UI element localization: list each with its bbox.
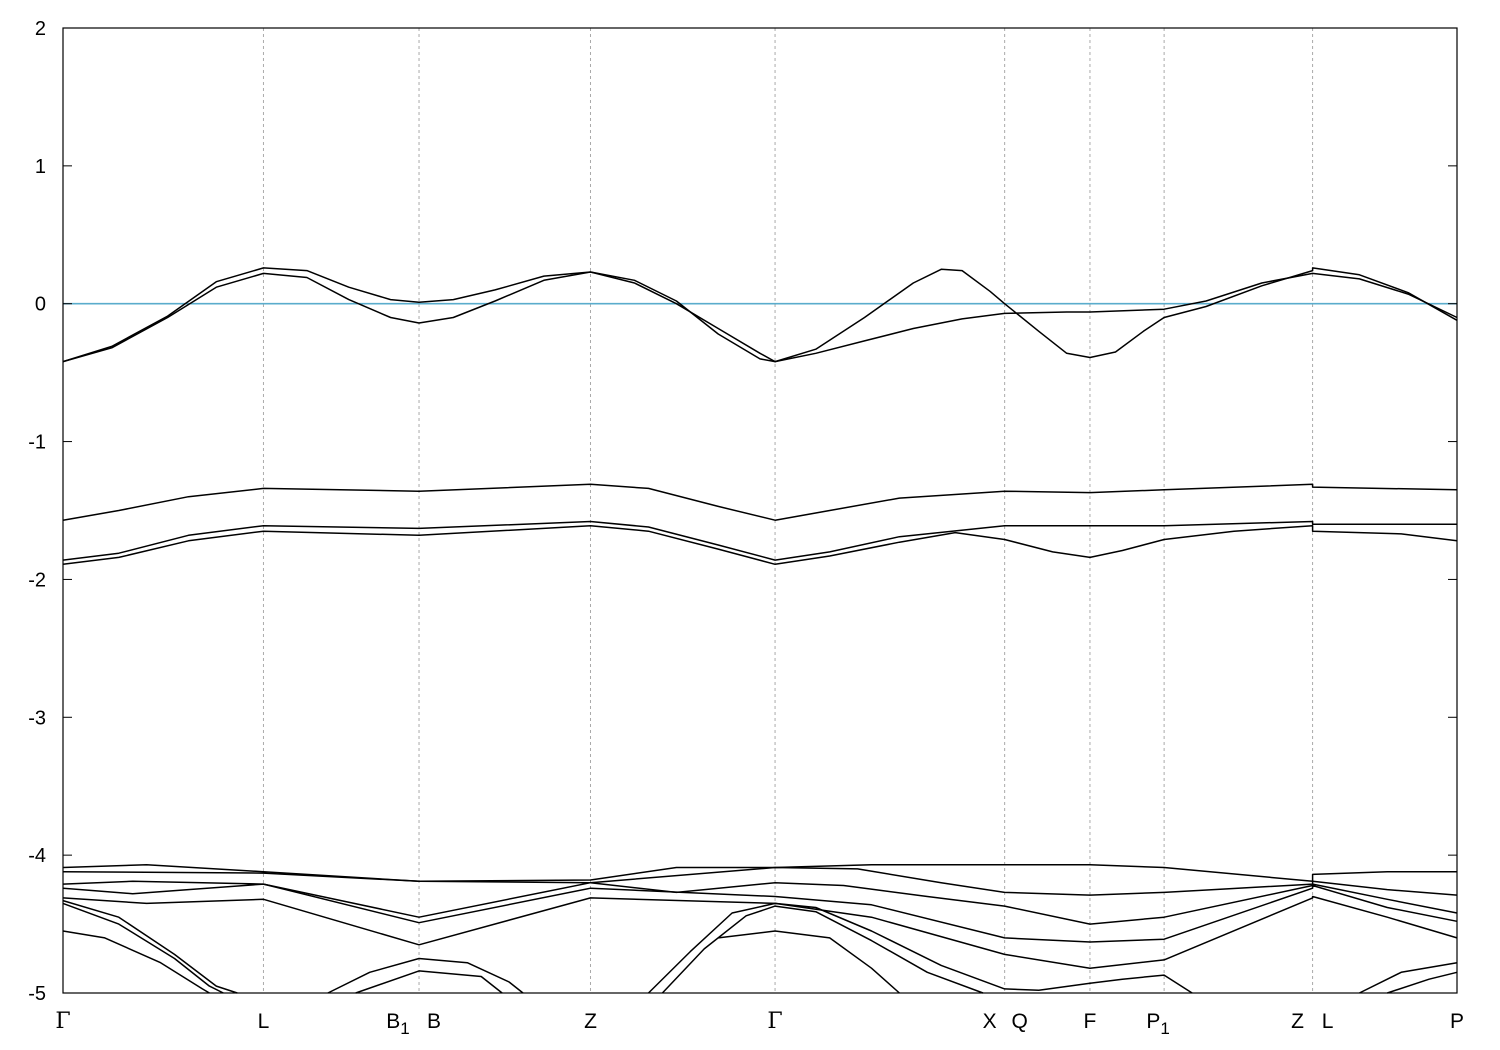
x-axis-kpoint-labels: Γ PL B1 B Z Γ X Q F P1 Z L: [55, 1009, 1464, 1038]
band-line: [647, 902, 1193, 994]
y-axis-ticks: 2 1 0 -1 -2 -3 -4 -5: [28, 18, 1457, 1005]
band-line: [62, 524, 1458, 566]
band-lines: [62, 267, 1458, 994]
band-line: [62, 883, 1458, 943]
x-kpoint-label: Z: [1291, 1010, 1304, 1033]
x-kpoint-label: X: [983, 1010, 997, 1033]
x-kpoint-label: F: [1084, 1010, 1097, 1033]
x-kpoint-label: Γ: [55, 1009, 70, 1034]
band-line: [62, 866, 1458, 896]
y-tick-label: 1: [35, 156, 46, 178]
x-kpoint-label: B: [427, 1010, 441, 1033]
y-tick-label: -5: [28, 983, 46, 1005]
y-tick-label: 0: [35, 294, 46, 316]
plot-frame: [62, 27, 1458, 994]
x-kpoint-label: P1: [1146, 1010, 1169, 1038]
y-tick-label: -1: [28, 432, 46, 454]
band-line: [1359, 961, 1458, 994]
band-line: [1387, 971, 1458, 994]
band-line: [62, 902, 224, 994]
band-line: [718, 930, 900, 994]
band-line: [62, 520, 1457, 561]
x-kpoint-label: P: [1450, 1010, 1464, 1033]
band-line: [62, 899, 238, 994]
plot-border: [62, 27, 1458, 994]
x-kpoint-label: B1: [386, 1010, 409, 1038]
x-kpoint-label: L: [258, 1010, 270, 1033]
band-line: [62, 930, 210, 994]
x-kpoint-label: Q: [1011, 1010, 1027, 1033]
y-tick-label: -2: [28, 569, 46, 591]
band-line: [355, 970, 503, 994]
band-line: [62, 483, 1458, 521]
band-line: [62, 864, 1457, 883]
y-tick-label: 2: [35, 18, 46, 40]
band-line: [661, 905, 984, 994]
kpoint-gridlines: [262, 28, 1314, 993]
x-kpoint-label: Z: [584, 1010, 597, 1033]
band-line: [62, 895, 1458, 969]
y-tick-label: -3: [28, 707, 46, 729]
x-kpoint-label: Γ: [767, 1009, 782, 1034]
x-kpoint-label: L: [1322, 1010, 1334, 1033]
band-line: [62, 267, 1458, 363]
band-line: [327, 957, 524, 994]
band-line: [62, 271, 1458, 363]
y-tick-label: -4: [28, 845, 46, 867]
